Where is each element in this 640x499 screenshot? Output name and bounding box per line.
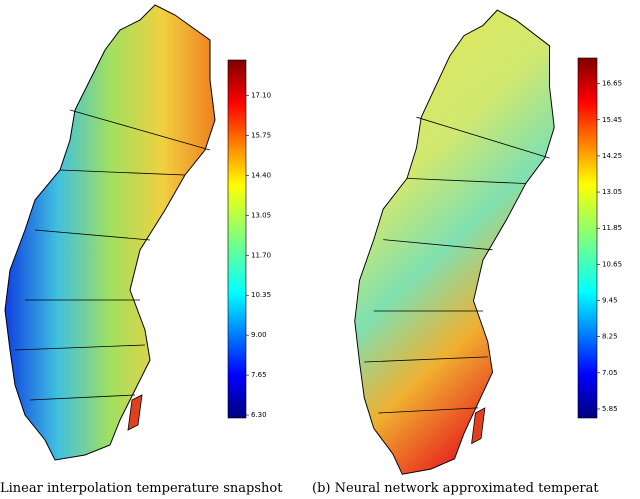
tick-label: 15.45 — [602, 116, 622, 124]
tick-label: 7.65 — [251, 371, 267, 379]
colorbar — [227, 59, 247, 419]
tick-label: 5.85 — [602, 405, 618, 413]
tick-label: 6.30 — [251, 411, 267, 419]
tick-label: 9.45 — [602, 297, 618, 305]
caption: (b) Neural network approximated temperat — [312, 481, 599, 496]
tick-label: 11.85 — [602, 224, 622, 232]
colorbar — [577, 57, 598, 419]
tick-label: 14.25 — [602, 152, 622, 160]
tick-label: 14.40 — [251, 171, 271, 179]
map-a — [4, 4, 216, 461]
tick-label: 11.70 — [251, 251, 271, 259]
map-b — [354, 9, 555, 475]
tick-label: 15.75 — [251, 131, 271, 139]
tick-label: 13.05 — [251, 211, 271, 219]
tick-label: 10.35 — [251, 291, 271, 299]
tick-label: 10.65 — [602, 260, 622, 268]
tick-label: 7.05 — [602, 369, 618, 377]
tick-label: 17.10 — [251, 92, 271, 100]
tick-label: 9.00 — [251, 331, 267, 339]
tick-label: 16.65 — [602, 80, 622, 88]
caption: Linear interpolation temperature snapsho… — [0, 481, 283, 496]
tick-label: 13.05 — [602, 188, 622, 196]
tick-label: 8.25 — [602, 333, 618, 341]
